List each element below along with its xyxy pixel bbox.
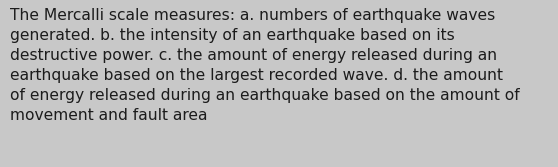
Text: The Mercalli scale measures: a. numbers of earthquake waves
generated. b. the in: The Mercalli scale measures: a. numbers …: [10, 8, 520, 123]
